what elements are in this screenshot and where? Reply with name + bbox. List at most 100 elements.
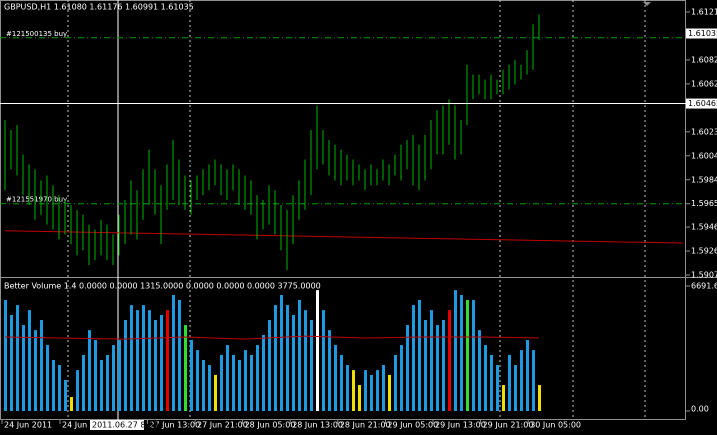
volume-bar [124,320,127,411]
volume-bar [178,300,181,411]
x-tick-label: 28 Jun 21:00 [340,421,391,430]
x-tick-label: 28 Jun 05:00 [245,421,296,430]
volume-bar [46,345,49,411]
y-tick-label: 1.60235 [691,127,717,136]
volume-bar [76,370,79,411]
volume-bar [520,350,523,411]
volume-bar [430,310,433,411]
order-label: #121551970 buy [6,196,67,204]
volume-bar [262,334,265,411]
volume-bar [352,370,355,411]
frame [0,0,717,420]
x-tick-label: 30 Jun 05:00 [530,421,581,430]
volume-bar [226,345,229,411]
y-tick-label: 1.59265 [691,247,717,256]
scroll-marker [643,2,651,6]
volume-bar [454,290,457,411]
volume-bar [502,385,505,411]
volume-bar [214,374,217,411]
volume-bar [304,310,307,411]
volume-bar [112,345,115,411]
volume-bar [508,354,511,411]
volume-bar [232,354,235,411]
volume-bar [466,300,469,411]
volume-bar [184,325,187,411]
volume-bar [388,374,391,411]
volume-bar [196,350,199,411]
x-tick-label: 29 Jun 05:00 [387,421,438,430]
price-title: GBPUSD,H1 1.61080 1.61176 1.60991 1.6103… [4,3,194,12]
volume-bar [280,294,283,411]
y-tick-label: 1.59845 [691,175,717,184]
volume-bar [316,290,319,411]
volume-bar [202,360,205,411]
volume-bar [472,300,475,411]
volume-bar [28,310,31,411]
volume-title: Better Volume 1.4 0.0000 0.0000 1315.000… [4,282,321,291]
y-tick-label: 1.60040 [691,151,717,160]
volume-bar [418,300,421,411]
volume-bar [238,360,241,411]
volume-bar [142,305,145,411]
x-tick-label: 27 Jun 21:00 [197,421,248,430]
volume-bar [514,365,517,411]
volume-bar [82,354,85,411]
volume-bar [160,314,163,411]
volume-bar [364,370,367,411]
volume-bar [208,365,211,411]
volume-bar [22,325,25,411]
volume-bar [292,314,295,411]
volume-bar [340,354,343,411]
volume-bar [334,345,337,411]
volume-bar [394,354,397,411]
plot-border [0,0,686,420]
volume-bar [106,354,109,411]
volume-bar [298,300,301,411]
volume-bar [400,345,403,411]
bid-box [686,28,717,39]
volume-bar [88,330,91,411]
volume-bar [34,330,37,411]
volume-bar [532,350,535,411]
volume-bar [220,354,223,411]
volume-ma [4,335,540,340]
volume-bar [172,294,175,411]
crosshair-price-box [686,98,717,109]
volume-bar [442,320,445,411]
volume-bar [496,365,499,411]
volume-bar [118,340,121,411]
y-tick-label: 0.00 [691,405,709,414]
y-tick-label: 6691.65 [691,282,717,291]
x-tick-label: 24 Jun 2011 [4,421,52,430]
x-tick-label: 29 Jun 21:00 [483,421,534,430]
volume-bar [538,385,541,411]
volume-bar [460,294,463,411]
volume-bar [448,310,451,411]
order-label: #121500135 buy [6,30,67,38]
x-tick-label: 24 Jun 21:00 [62,421,113,430]
x-tick-label: 27 Jun 13:00 [149,421,200,430]
volume-bar [376,370,379,411]
volume-bar [16,305,19,411]
y-tick-label: 1.61210 [691,8,717,17]
y-tick-label: 1.59070 [691,271,717,280]
volume-bar [58,365,61,411]
volume-bar [286,305,289,411]
y-tick-label: 1.60820 [691,55,717,64]
volume-bar [148,310,151,411]
volume-bar [328,330,331,411]
volume-bar [190,340,193,411]
volume-bar [274,305,277,411]
bid-label: 1.61035 [688,29,717,38]
volume-bar [370,374,373,411]
crosshair-price-label: 1.60465 [688,99,717,108]
y-tick-label: 1.60625 [691,79,717,88]
volume-bar [244,350,247,411]
volume-bar [64,379,67,411]
volume-bar [256,345,259,411]
price-ma [4,230,684,244]
crosshair-time-box [90,420,144,430]
volume-bar [268,320,271,411]
volume-bar [412,305,415,411]
